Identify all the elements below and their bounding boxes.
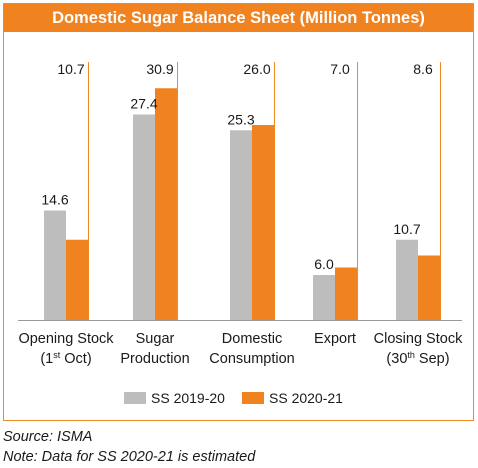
category-label: (1st Oct) — [40, 350, 91, 367]
data-label-ss-2020-21: 8.6 — [413, 61, 433, 77]
data-label-ss-2019-20: 10.7 — [393, 221, 420, 237]
estimate-note: Note: Data for SS 2020-21 is estimated — [3, 449, 256, 465]
bar-ss-2020-21 — [252, 125, 274, 320]
bar-ss-2019-20 — [396, 239, 418, 320]
category-label: Opening Stock — [18, 331, 114, 347]
data-label-ss-2019-20: 14.6 — [41, 192, 68, 208]
bar-ss-2020-21 — [66, 239, 88, 320]
legend-label: SS 2020-21 — [269, 390, 343, 406]
data-label-ss-2019-20: 6.0 — [314, 256, 334, 272]
category-label: (30th Sep) — [386, 350, 449, 367]
category-label: Production — [120, 351, 189, 367]
data-label-ss-2020-21: 30.9 — [146, 61, 173, 77]
category-label: Closing Stock — [374, 331, 463, 347]
bar-ss-2020-21 — [155, 88, 177, 320]
category-label: Domestic — [222, 331, 282, 347]
data-label-ss-2020-21: 26.0 — [243, 61, 270, 77]
data-label-ss-2020-21: 10.7 — [57, 61, 84, 77]
data-label-ss-2019-20: 27.4 — [130, 96, 157, 112]
bar-ss-2019-20 — [133, 114, 155, 320]
bar-chart: 14.6 10.7 Opening Stock (1st Oct) 27.4 30.9 Su… — [18, 61, 463, 406]
bar-ss-2019-20 — [230, 130, 252, 320]
bar-ss-2020-21 — [335, 267, 357, 320]
chart-title: Domestic Sugar Balance Sheet (Million To… — [4, 4, 473, 32]
source-note: Source: ISMA — [3, 429, 93, 445]
bar-ss-2019-20 — [44, 210, 66, 320]
bar-ss-2019-20 — [313, 275, 335, 320]
legend-swatch — [242, 392, 264, 404]
chart-frame: Domestic Sugar Balance Sheet (Million To… — [3, 3, 474, 421]
legend-label: SS 2019-20 — [151, 390, 225, 406]
category-label: Sugar — [136, 331, 175, 347]
bar-ss-2020-21 — [418, 255, 440, 320]
footnotes: Source: ISMA Note: Data for SS 2020-21 i… — [3, 427, 255, 467]
data-label-ss-2019-20: 25.3 — [227, 111, 254, 127]
category-label: Export — [314, 331, 356, 347]
category-label: Consumption — [209, 351, 294, 367]
data-label-ss-2020-21: 7.0 — [330, 61, 350, 77]
legend-swatch — [124, 392, 146, 404]
